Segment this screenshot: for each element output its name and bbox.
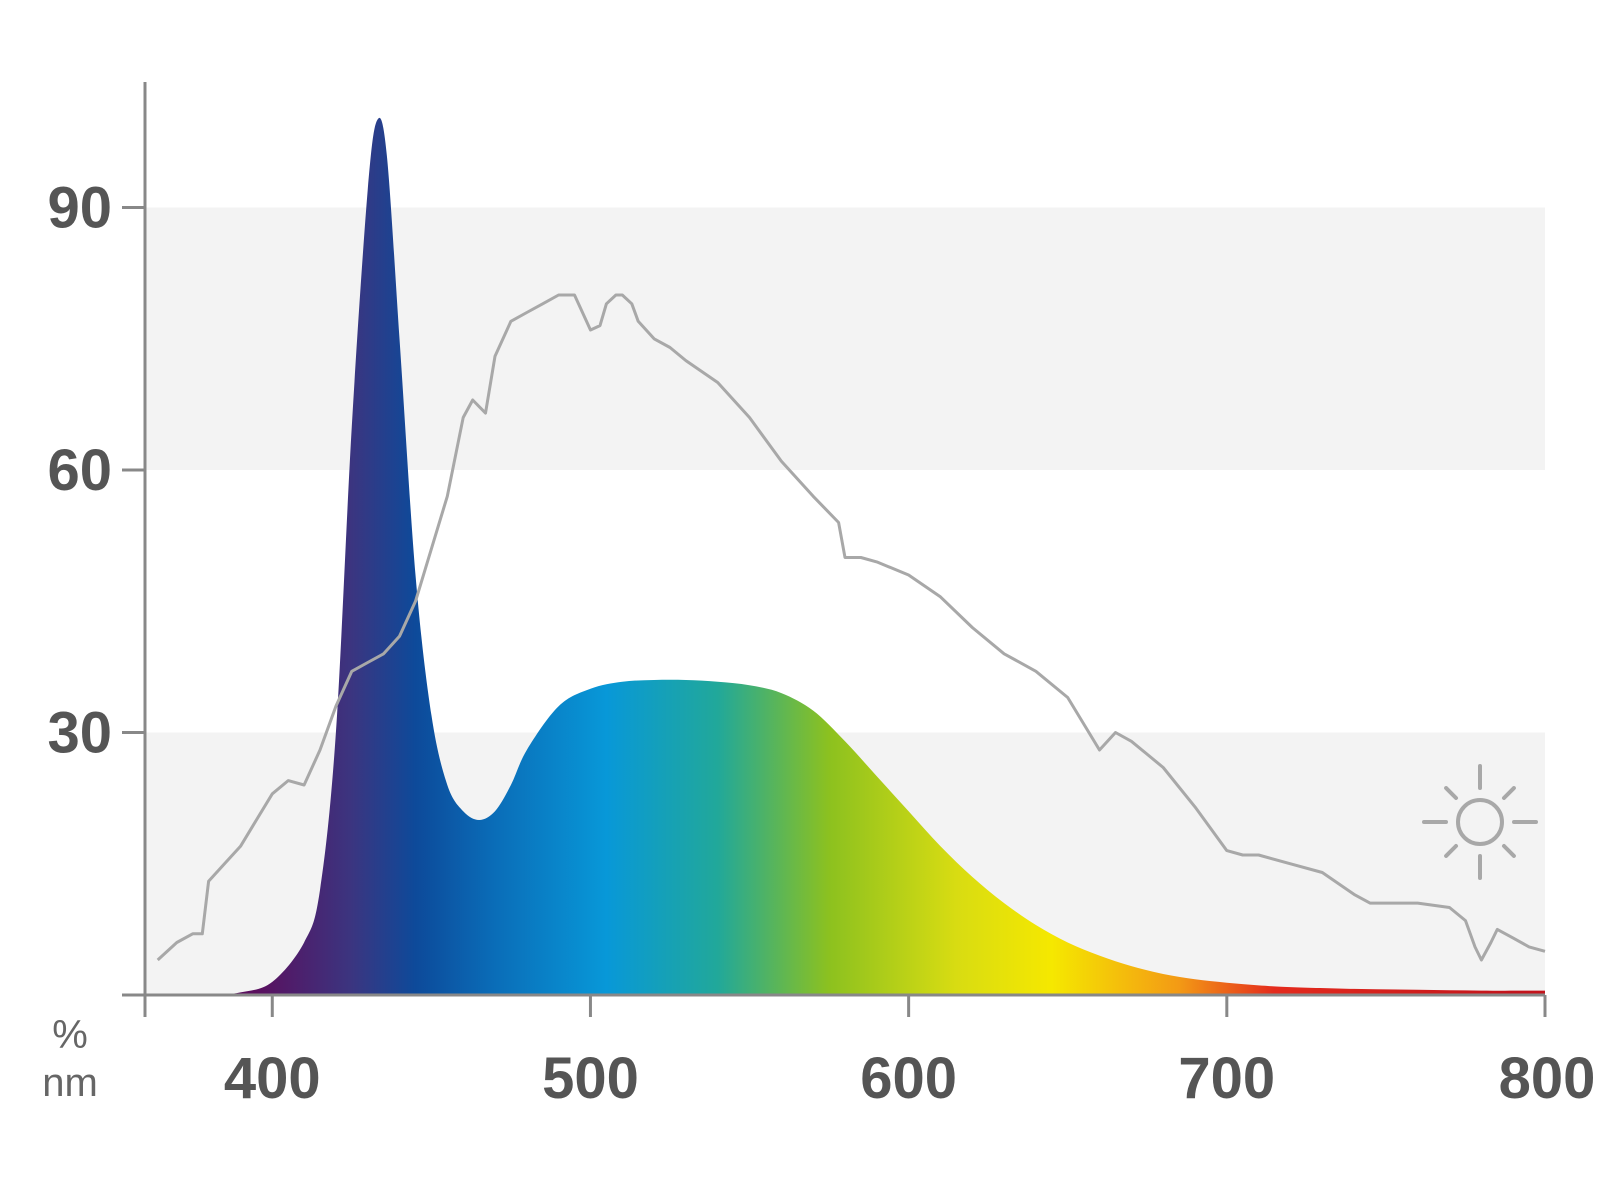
spectrum-fill-group <box>145 117 1545 996</box>
x-tick-label: 700 <box>1178 1046 1275 1111</box>
axes <box>122 82 1547 1017</box>
x-tick-label: 600 <box>860 1046 957 1111</box>
x-tick-label: 800 <box>1499 1046 1596 1111</box>
x-tick-label: 500 <box>542 1046 639 1111</box>
x-tick-label: 400 <box>224 1046 321 1111</box>
sunlight-curve-group <box>156 293 1546 962</box>
y-tick-label: 90 <box>47 176 112 241</box>
sun-icon-ray <box>1444 786 1458 800</box>
sun-icon-ray <box>1502 786 1516 800</box>
y-tick-label: 30 <box>47 701 112 766</box>
sun-icon-ray <box>1502 844 1516 858</box>
sunlight-curve <box>156 293 1546 962</box>
tick-labels: 30 60 90 400 500 600 700 800 <box>47 176 1595 1112</box>
sun-icon-disc <box>1456 798 1504 846</box>
y-tick-label: 60 <box>47 438 112 503</box>
x-axis-unit-label: nm <box>42 1061 98 1105</box>
sun-icon-ray <box>1444 844 1458 858</box>
spectrum-area <box>145 117 1545 996</box>
y-axis-unit-label: % <box>52 1013 88 1057</box>
sun-icon <box>1422 764 1538 880</box>
